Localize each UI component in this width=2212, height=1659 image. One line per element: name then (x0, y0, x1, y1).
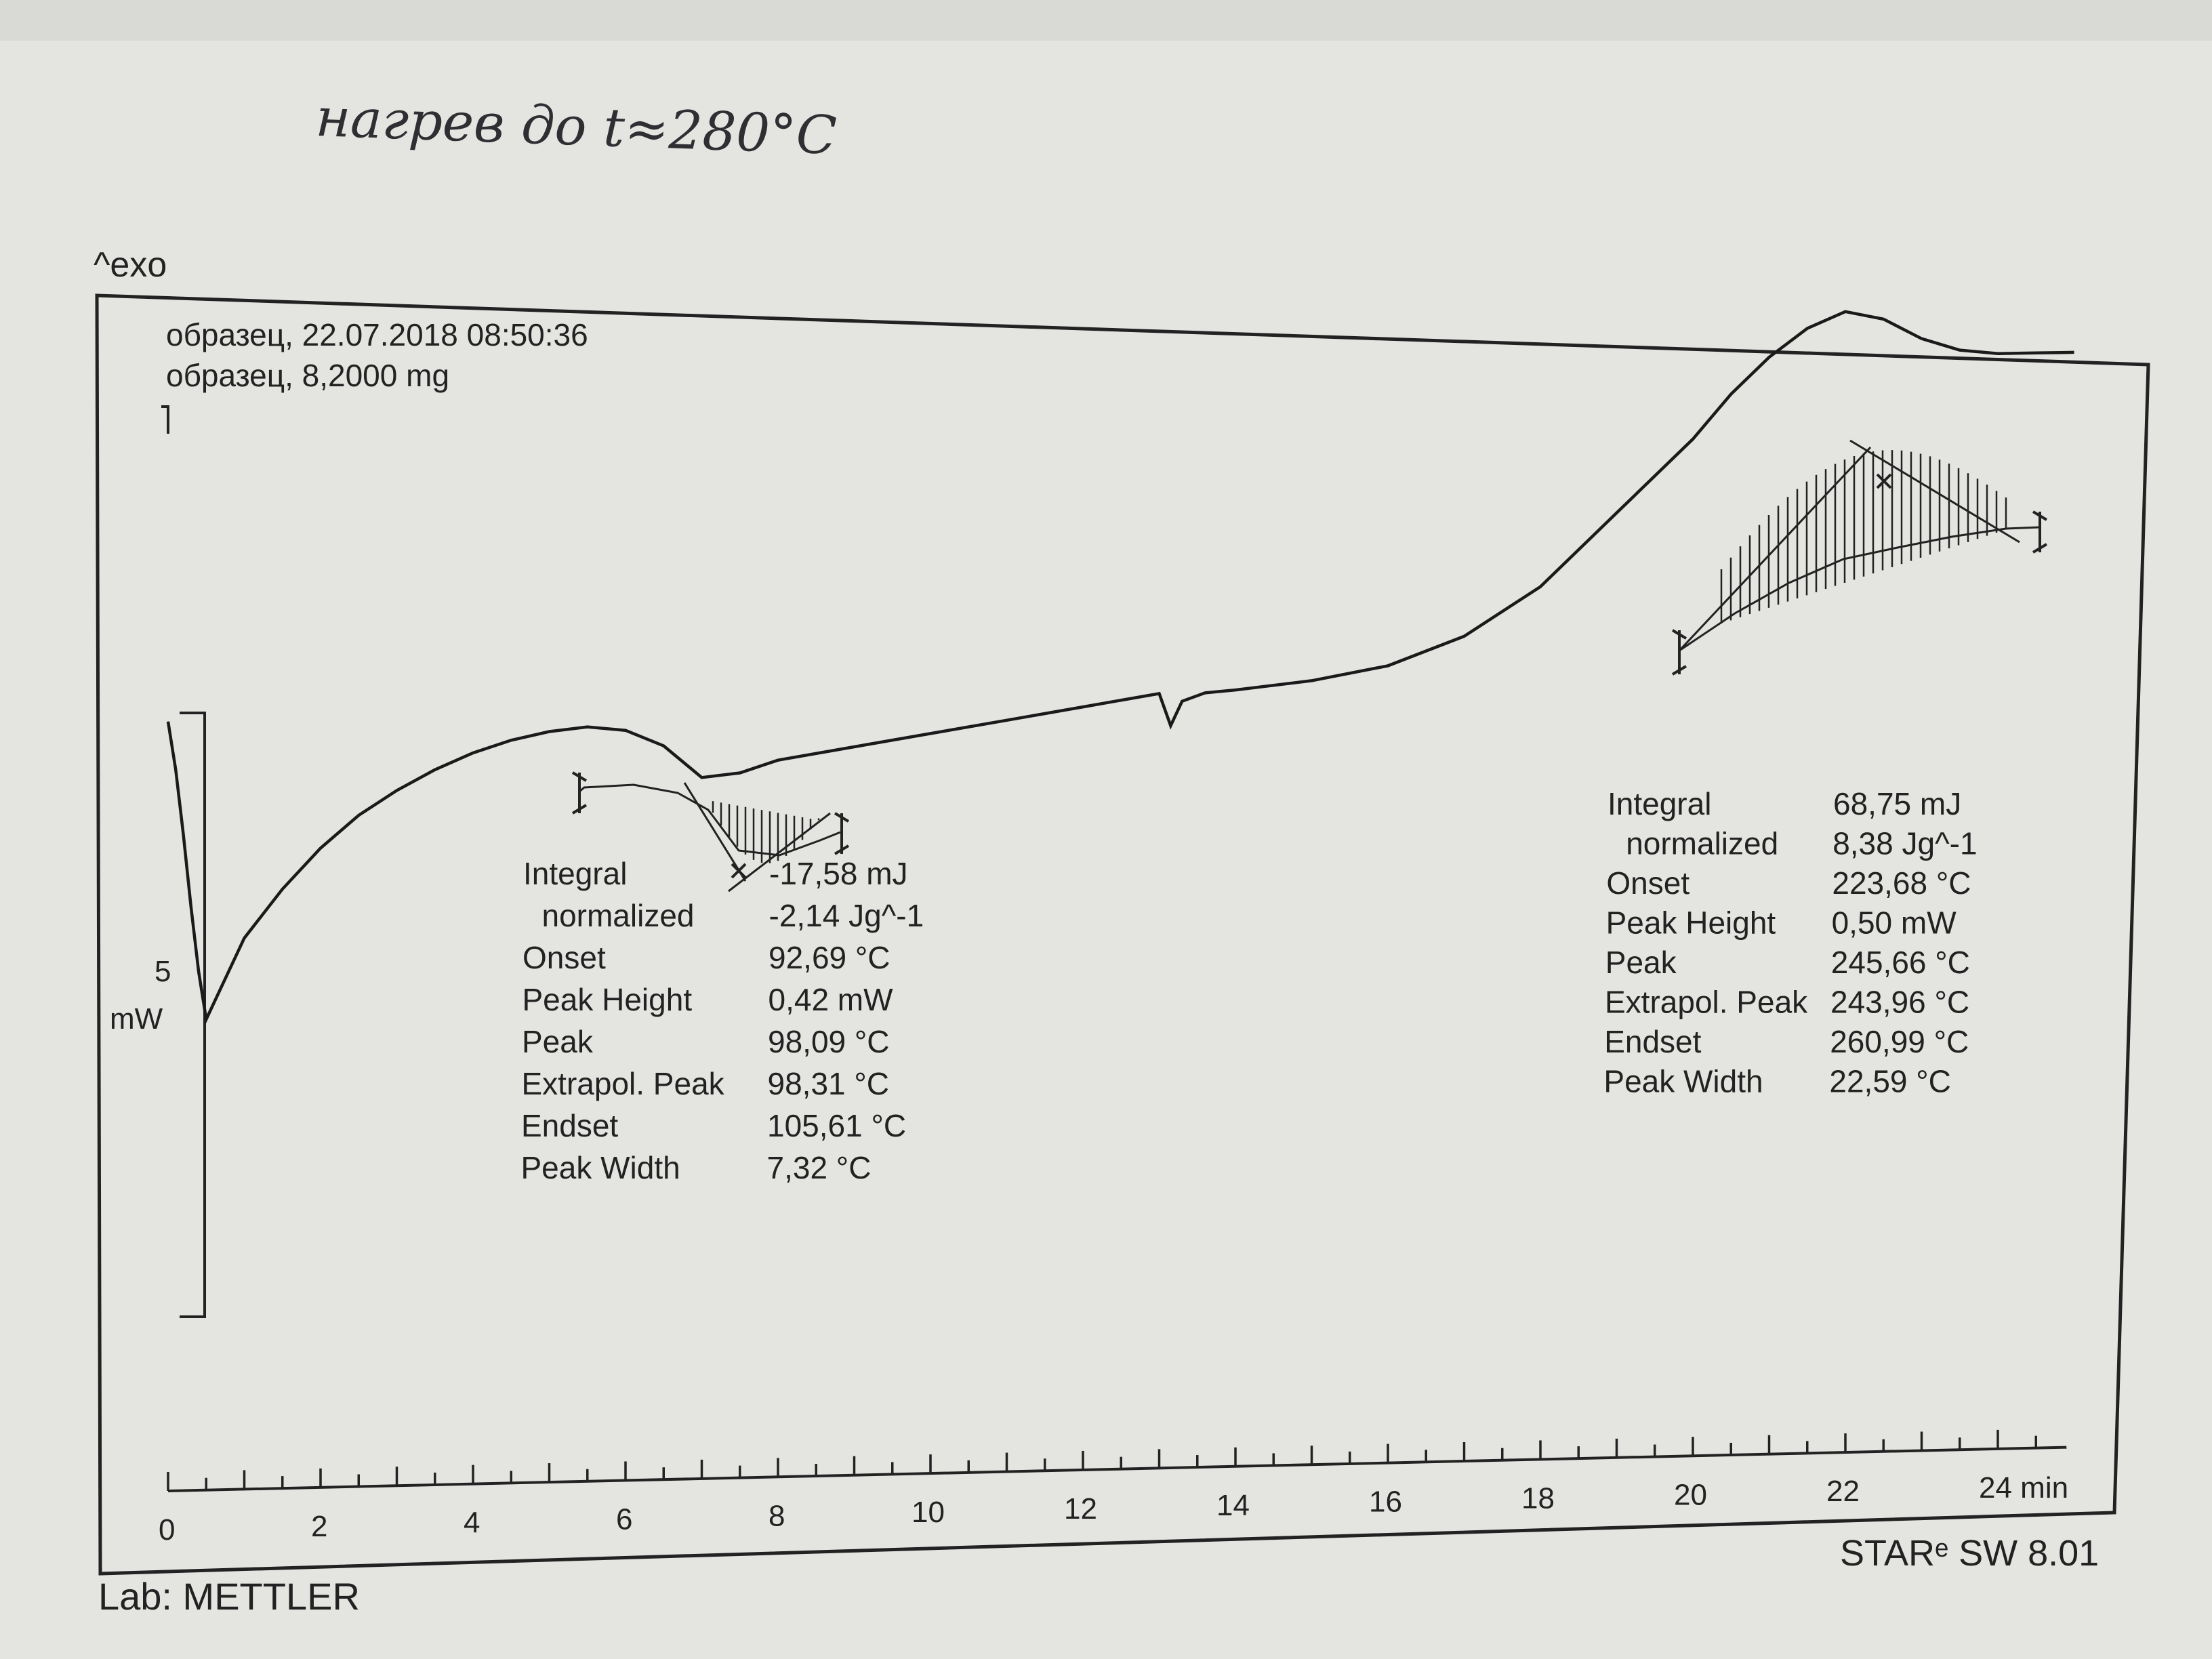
lab-label: Lab: METTLER (98, 1575, 360, 1618)
plot-frame (95, 293, 2150, 1576)
peak-1-value-integral: -17,58 mJ (769, 856, 908, 891)
peak-2-label-normalized: normalized (1626, 826, 1778, 861)
peak-1-label-peak-width: Peak Width (521, 1150, 680, 1185)
peak-2-value-extrapol-peak: 243,96 °C (1830, 985, 1969, 1020)
paper-sheet (0, 41, 2212, 1659)
peak-1-label-extrapol-peak: Extrapol. Peak (522, 1066, 725, 1101)
peak-2-label-peak-width: Peak Width (1603, 1064, 1763, 1099)
peak-2-value-peak-width: 22,59 °C (1829, 1064, 1951, 1099)
scale-bracket-top (161, 405, 169, 434)
peak-2-label-peak: Peak (1605, 945, 1677, 980)
x-tick-label: 16 (1369, 1486, 1402, 1519)
peak-1-results: Integral -17,58 mJ normalized -2,14 Jg^-1 On… (521, 856, 924, 1185)
peak-1-label-peak: Peak (522, 1024, 594, 1059)
peak-2-label-integral: Integral (1607, 786, 1711, 821)
peak-2-results: Integral 68,75 mJ normalized 8,38 Jg^-1 Onse… (1603, 786, 1977, 1099)
peak-1-value-peak-height: 0,42 mW (769, 982, 894, 1017)
peak-2-value-normalized: 8,38 Jg^-1 (1832, 826, 1977, 861)
x-tick-label: 18 (1521, 1481, 1555, 1515)
peak-1-value-onset: 92,69 °C (769, 940, 890, 975)
peak-2-value-integral: 68,75 mJ (1833, 786, 1961, 821)
peak-1-value-extrapol-peak: 98,31 °C (768, 1066, 890, 1101)
peak-1-value-normalized: -2,14 Jg^-1 (769, 898, 924, 933)
peak-2-integration (1671, 439, 2048, 676)
y-scale-value: 5 (155, 955, 171, 988)
x-tick-label: 22 (1826, 1475, 1860, 1508)
x-tick-label: 8 (769, 1499, 785, 1532)
peak-1-label-peak-height: Peak Height (523, 982, 693, 1017)
peak-1-value-endset: 105,61 °C (767, 1108, 906, 1143)
header-line-sample-mass: образец, 8,2000 mg (166, 358, 449, 393)
x-tick-label: 10 (912, 1496, 945, 1529)
x-tick-label: 0 (159, 1513, 175, 1547)
x-tick-label: 14 (1216, 1489, 1250, 1522)
y-scale-bar (180, 712, 206, 1318)
x-axis: 0 2 4 6 8 10 12 14 16 18 20 22 24 min (159, 1429, 2068, 1547)
x-tick-label: 12 (1064, 1492, 1097, 1525)
software-label: STARᵉ SW 8.01 (1840, 1533, 2099, 1574)
peak-1-label-integral: Integral (523, 856, 627, 891)
peak-2-value-endset: 260,99 °C (1830, 1024, 1969, 1059)
exo-label: ^exo (94, 245, 167, 285)
x-tick-label: 6 (616, 1502, 632, 1536)
x-tick-label: 24 min (1979, 1471, 2068, 1504)
peak-1-label-endset: Endset (521, 1108, 618, 1143)
peak-2-label-extrapol-peak: Extrapol. Peak (1605, 985, 1808, 1020)
peak-1-label-onset: Onset (523, 940, 606, 975)
peak-1-label-normalized: normalized (542, 898, 695, 933)
peak-2-label-endset: Endset (1604, 1024, 1701, 1059)
y-scale-unit: mW (110, 1002, 163, 1036)
peak-1-integration (571, 771, 850, 893)
x-tick-label: 2 (311, 1510, 327, 1543)
peak-2-value-onset: 223,68 °C (1832, 865, 1971, 901)
peak-1-value-peak-width: 7,32 °C (767, 1150, 872, 1185)
header-line-sample-date: образец, 22.07.2018 08:50:36 (166, 317, 588, 352)
peak-2-label-onset: Onset (1606, 865, 1689, 901)
peak-1-value-peak: 98,09 °C (768, 1024, 890, 1059)
peak-2-value-peak-height: 0,50 mW (1832, 905, 1957, 941)
handwritten-note: нагрев до t≈280°C (314, 87, 838, 167)
peak-2-label-peak-height: Peak Height (1606, 905, 1776, 941)
x-tick-label: 20 (1674, 1478, 1707, 1511)
x-tick-label: 4 (464, 1507, 480, 1540)
dsc-curve (166, 310, 2074, 1025)
peak-2-value-peak: 245,66 °C (1831, 945, 1970, 980)
x-axis-line (167, 1446, 2067, 1492)
